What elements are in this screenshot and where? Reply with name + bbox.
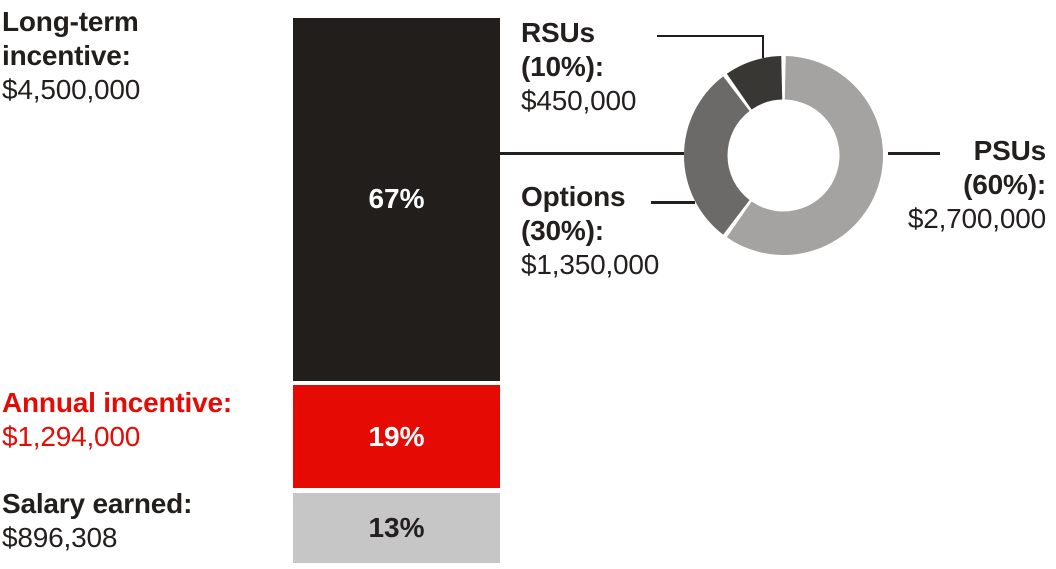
rsus-title: RSUs <box>521 17 595 48</box>
donut-segment-rsus <box>726 56 783 110</box>
rsus-label: RSUs (10%): $450,000 <box>521 16 691 118</box>
bar-segment-long-term-incentive: 67% <box>293 18 500 381</box>
psus-label: PSUs (60%): $2,700,000 <box>825 134 1046 236</box>
donut-segment-psus <box>726 56 884 256</box>
annual-incentive-title: Annual incentive: <box>2 387 232 418</box>
rsus-connector-line <box>657 35 764 58</box>
psus-pct: (60%): <box>963 169 1046 200</box>
options-label: Options (30%): $1,350,000 <box>521 180 691 282</box>
bar-segment-pct-label: 19% <box>368 420 425 452</box>
rsus-pct: (10%): <box>521 51 604 82</box>
donut-chart <box>683 56 884 256</box>
bar-segment-annual-incentive: 19% <box>293 385 500 489</box>
annual-incentive-value: $1,294,000 <box>2 421 141 452</box>
options-value: $1,350,000 <box>521 249 660 280</box>
long-term-incentive-title: Long-term incentive: <box>2 6 139 71</box>
rsus-value: $450,000 <box>521 85 637 116</box>
long-term-incentive-label: Long-term incentive: $4,500,000 <box>2 5 187 107</box>
bar-segment-pct-label: 67% <box>368 183 425 215</box>
salary-earned-label: Salary earned: $896,308 <box>2 487 287 555</box>
salary-earned-title: Salary earned: <box>2 488 193 519</box>
donut-segment-options <box>683 76 750 235</box>
bar-segment-salary-earned: 13% <box>293 492 500 563</box>
psus-value: $2,700,000 <box>907 203 1046 234</box>
long-term-incentive-value: $4,500,000 <box>2 74 141 105</box>
salary-earned-value: $896,308 <box>2 522 118 553</box>
annual-incentive-label: Annual incentive: $1,294,000 <box>2 386 287 454</box>
psus-title: PSUs <box>973 135 1047 166</box>
bar-to-donut-connector-line <box>500 152 684 155</box>
options-connector-line <box>651 201 695 204</box>
bar-segment-pct-label: 13% <box>368 511 425 543</box>
stacked-bar: 67% 19% 13% <box>293 18 500 563</box>
options-title: Options <box>521 181 626 212</box>
options-pct: (30%): <box>521 215 604 246</box>
psus-connector-line <box>888 152 940 155</box>
